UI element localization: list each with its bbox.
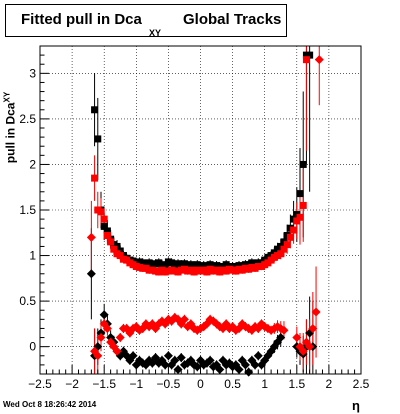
data-point-diamond	[163, 351, 173, 361]
data-point-diamond	[192, 362, 202, 372]
data-point-diamond	[115, 333, 125, 343]
data-point-diamond	[276, 333, 286, 343]
data-point-diamond	[86, 269, 96, 279]
data-point-diamond	[170, 355, 180, 365]
data-point-square	[302, 56, 310, 64]
data-point-square	[222, 261, 230, 269]
y-axis-label: pull in DcaXY	[3, 78, 18, 178]
data-point-diamond	[96, 333, 106, 343]
y-tick-label: 2	[29, 157, 36, 171]
data-point-diamond	[305, 342, 315, 352]
x-tick-label: 2.5	[353, 377, 370, 391]
data-point-square	[100, 215, 108, 223]
data-point-diamond	[99, 310, 109, 320]
x-tick-label: 2	[326, 377, 333, 391]
y-tick-label: 3	[29, 66, 36, 80]
data-point-diamond	[160, 360, 170, 370]
data-point-diamond	[240, 360, 250, 370]
data-point-diamond	[93, 351, 103, 361]
y-axis-label-sub: XY	[2, 91, 12, 103]
title-box: Fitted pull in Dca XY Global Tracks	[5, 4, 287, 38]
data-point-square	[110, 245, 118, 253]
data-point-diamond	[314, 55, 324, 65]
y-tick-label: 0.5	[19, 294, 36, 308]
data-point-diamond	[234, 364, 244, 374]
data-point-square	[290, 226, 298, 234]
data-point-square	[306, 51, 314, 59]
data-point-square	[296, 190, 304, 198]
data-point-square	[161, 262, 169, 270]
x-axis-label: η	[352, 398, 360, 413]
data-point-square	[293, 217, 301, 225]
y-tick-label: 1	[29, 249, 36, 263]
data-point-square	[100, 222, 108, 230]
data-point-square	[91, 174, 99, 182]
data-point-square	[296, 213, 304, 221]
timestamp-footer: Wed Oct 8 18:26:42 2014	[3, 400, 97, 409]
data-point-square	[107, 238, 115, 246]
data-point-diamond	[96, 328, 106, 338]
data-point-diamond	[311, 307, 321, 317]
data-point-square	[280, 245, 288, 253]
data-point-diamond	[308, 323, 318, 333]
axis-ticks: −2.5 −2 −1.5 −1 −0.5 0 0.5 1 1.5 2 2.5 0 0.5 1 1.5 2 2.5…	[19, 45, 370, 391]
data-point-diamond	[250, 360, 260, 370]
y-axis-label-main: pull in Dca	[3, 102, 18, 164]
x-tick-label: −1	[129, 377, 143, 391]
data-point-diamond	[128, 351, 138, 361]
data-point-square	[94, 135, 102, 143]
data-point-square	[103, 232, 111, 240]
data-point-square	[299, 201, 307, 209]
data-point-square	[116, 252, 124, 260]
data-point-diamond	[102, 323, 112, 333]
data-point-diamond	[112, 346, 122, 356]
data-point-square	[299, 160, 307, 168]
data-point-square	[277, 250, 285, 258]
data-point-diamond	[176, 353, 186, 363]
x-tick-label: −2.5	[28, 377, 52, 391]
data-point-square	[286, 233, 294, 241]
data-point-diamond	[298, 346, 308, 356]
data-point-square	[283, 241, 291, 249]
y-tick-label: 2.5	[19, 112, 36, 126]
chart-title-rest: Global Tracks	[183, 11, 282, 28]
data-point-square	[97, 208, 105, 216]
data-point-diamond	[215, 364, 225, 374]
x-tick-label: 1.5	[288, 377, 305, 391]
x-tick-label: 0.5	[224, 377, 241, 391]
data-point-diamond	[179, 314, 189, 324]
x-tick-label: −2	[65, 377, 79, 391]
y-tick-label: 1.5	[19, 203, 36, 217]
data-point-diamond	[292, 333, 302, 343]
x-tick-label: 0	[197, 377, 204, 391]
data-point-diamond	[205, 355, 215, 365]
data-point-square	[103, 227, 111, 235]
x-tick-label: −0.5	[157, 377, 181, 391]
data-point-diamond	[86, 232, 96, 242]
chart-title-subscript: XY	[149, 28, 162, 38]
data-point-diamond	[253, 351, 263, 361]
y-tick-label: 0	[29, 340, 36, 354]
data-markers	[86, 51, 324, 377]
data-point-diamond	[173, 364, 183, 374]
x-tick-label: −1.5	[92, 377, 116, 391]
x-tick-label: 1	[261, 377, 268, 391]
chart-title: Fitted pull in Dca	[21, 11, 142, 28]
data-point-diamond	[279, 325, 289, 335]
data-point-square	[91, 106, 99, 114]
